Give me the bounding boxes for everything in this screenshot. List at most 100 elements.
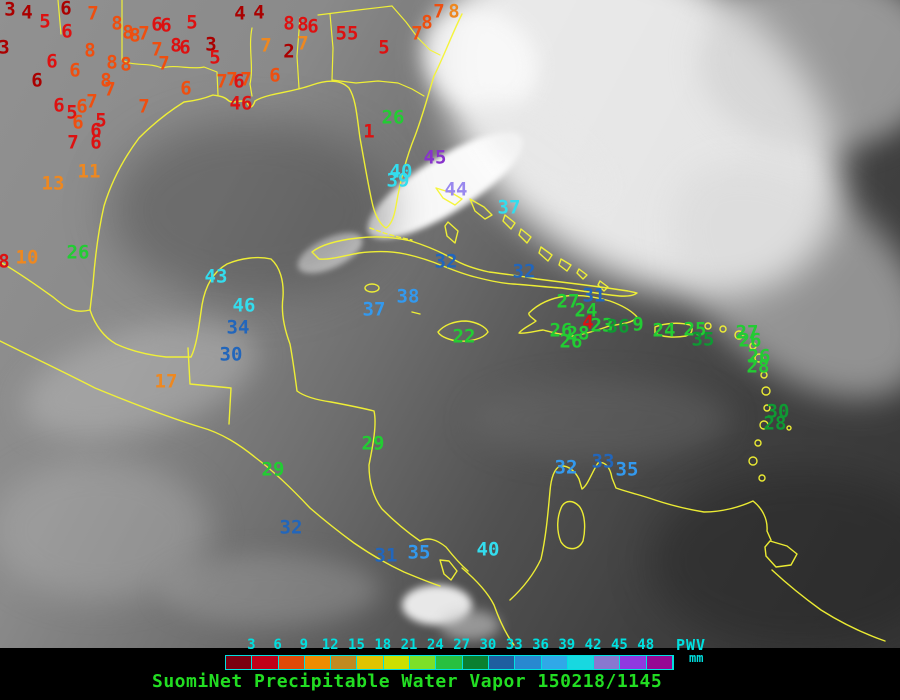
station-value: 4 <box>21 1 33 24</box>
station-value: 7 <box>67 131 79 154</box>
station-value: 55 <box>335 22 359 45</box>
station-value: 6 <box>76 95 88 118</box>
lake-maracaibo <box>557 500 586 550</box>
station-value: 22 <box>452 325 476 348</box>
colorbar-tick: 3 <box>247 637 256 653</box>
station-value: 5 <box>378 36 390 59</box>
colorbar-tick: 24 <box>426 637 444 653</box>
station-value: 9 <box>632 313 644 336</box>
station-value: 8 <box>106 51 118 74</box>
station-value: 24 <box>574 299 598 322</box>
colorbar-segment <box>488 656 516 669</box>
station-value: 28 <box>746 355 770 378</box>
station-value: 7 <box>86 90 98 113</box>
cayman <box>411 311 421 315</box>
colorbar-tick: 15 <box>348 637 365 653</box>
station-value: 7 <box>87 2 99 25</box>
station-value: 8 <box>283 12 295 35</box>
station-value: 46 <box>232 294 256 317</box>
colorbar-segment <box>383 656 411 669</box>
station-value: 35 <box>407 541 431 564</box>
station-value: 24 <box>652 319 676 342</box>
station-value: 34 <box>226 316 250 339</box>
station-value: 8 <box>129 24 141 47</box>
colorbar-tick: 12 <box>321 637 339 653</box>
station-value: 6 <box>180 77 192 100</box>
station-value: 10 <box>15 246 39 269</box>
colorbar-segment <box>462 656 489 669</box>
coastline-overlay <box>0 0 886 646</box>
station-value: 37 <box>362 298 386 321</box>
cuba <box>311 236 638 297</box>
station-value: 3 <box>205 33 217 56</box>
us-gulf-atlantic-coast <box>89 13 463 311</box>
station-value: 6 <box>46 50 58 73</box>
station-value: 29 <box>261 458 285 481</box>
station-value: 7 <box>226 68 238 91</box>
colorbar-segment <box>331 656 358 669</box>
station-value: 26 <box>549 319 573 342</box>
station-value: 7 <box>216 70 228 93</box>
turks <box>597 280 609 292</box>
hispaniola <box>518 294 638 337</box>
jamaica <box>437 320 489 342</box>
station-value: 26 <box>559 330 583 353</box>
bahamas-4 <box>518 228 532 244</box>
station-value: 4 <box>253 1 265 24</box>
station-value: 7 <box>240 68 252 91</box>
station-value: 6 <box>160 14 172 37</box>
shade-southeast <box>650 470 900 648</box>
station-value: 33 <box>591 450 615 473</box>
colombia-west-coast <box>461 567 515 646</box>
station-value: 43 <box>204 265 228 288</box>
mexico-centralamerica-coast <box>89 256 469 572</box>
station-value: 8 <box>111 12 123 35</box>
colorbar-tick: 9 <box>299 637 309 653</box>
station-value: 26 <box>738 329 762 352</box>
station-value: 5 <box>209 46 221 69</box>
colorbar-segment <box>410 656 437 669</box>
colorbar-tick: 30 <box>479 637 497 653</box>
station-value: 8 <box>84 39 96 62</box>
bahamas-1 <box>435 187 463 206</box>
bahamas-5 <box>538 246 553 262</box>
station-value: 6 <box>307 15 319 38</box>
map-title: SuomiNet Precipitable Water Vapor 150218… <box>152 671 663 692</box>
station-value: 6 <box>233 70 245 93</box>
station-value: 7 <box>138 95 150 118</box>
colorbar-segment <box>252 656 279 669</box>
station-value: 28 <box>566 322 590 345</box>
colorbar-segment <box>646 656 674 669</box>
station-value: 5 <box>39 10 51 33</box>
colorbar-tick: 27 <box>453 637 471 653</box>
cloud-itcz-small <box>440 610 500 640</box>
colorbar-segment <box>567 656 595 669</box>
station-value: 8 <box>297 13 309 36</box>
colorbar-segment <box>436 656 463 669</box>
station-value: 27 <box>556 290 580 313</box>
station-value: 38 <box>396 285 420 308</box>
station-value: 6 <box>60 0 72 20</box>
station-value: 5 <box>95 109 107 132</box>
colorbar-segment <box>226 656 253 669</box>
station-value: 13 <box>41 172 65 195</box>
station-value: 46 <box>229 92 253 115</box>
station-value: 1 <box>363 120 375 143</box>
station-value: 8 <box>120 53 132 76</box>
station-value: 44 <box>444 178 468 201</box>
station-value: 6 <box>90 119 102 142</box>
station-value: 7 <box>151 38 163 61</box>
puerto-rico <box>654 322 693 338</box>
station-value: 6 <box>61 20 73 43</box>
station-value: 32 <box>279 516 303 539</box>
pwv-label: PWV <box>676 636 707 654</box>
station-value: 8 <box>448 0 460 23</box>
gulf-water-shade <box>110 120 390 300</box>
station-value: 30 <box>219 343 243 366</box>
station-value: 26 <box>66 241 90 264</box>
station-value: 11 <box>77 160 101 183</box>
colorbar-tick: 42 <box>584 637 602 653</box>
station-value: 35 <box>615 458 639 481</box>
station-value: 7 <box>260 34 272 57</box>
